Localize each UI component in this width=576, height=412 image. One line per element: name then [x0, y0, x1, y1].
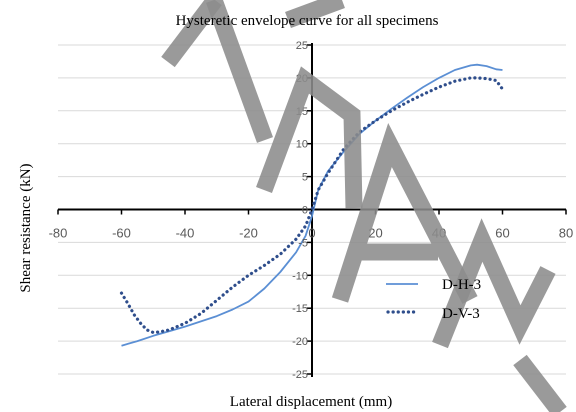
- series-line-d-v-3: [119, 76, 505, 335]
- watermark-letter-a: [331, 122, 478, 304]
- watermark-stroke-a: [161, 0, 222, 68]
- x-axis-title: Lateral displacement (mm): [230, 394, 392, 410]
- x-tick-label: 60: [495, 226, 509, 241]
- y-tick-label: -5: [298, 237, 308, 249]
- x-tick-label: 80: [559, 226, 573, 241]
- y-tick-label: -20: [292, 336, 308, 348]
- watermark: [161, 0, 567, 412]
- watermark-letter-m: [256, 66, 363, 209]
- x-tick-label: 0: [308, 226, 315, 241]
- y-tick-label: 0: [302, 205, 308, 217]
- y-tick-label: -15: [292, 303, 308, 315]
- chart-title: Hysteretic envelope curve for all specim…: [176, 13, 439, 29]
- series-lines: [119, 63, 505, 347]
- watermark-letter-n: [432, 218, 556, 349]
- y-tick-label: 5: [302, 172, 308, 184]
- y-axis-title: Shear resistance (kN): [18, 163, 34, 292]
- x-tick-label: -60: [112, 226, 131, 241]
- watermark-stroke-c: [285, 0, 345, 28]
- x-tick-label: -40: [176, 226, 195, 241]
- legend-label-d-h-3: D-H-3: [442, 277, 481, 293]
- x-tick-label: 20: [368, 226, 382, 241]
- y-tick-label: -25: [292, 369, 308, 381]
- watermark-stroke-b: [206, 0, 273, 143]
- tick-labels: -80 -60 -40 -20 0 20 40 60 80-25-20-15-10-505101…: [49, 40, 574, 381]
- y-tick-label: -10: [292, 270, 308, 282]
- x-tick-label: -80: [49, 226, 68, 241]
- x-tick-label: -20: [239, 226, 258, 241]
- y-tick-label: 10: [296, 139, 308, 151]
- y-tick-label: 25: [296, 40, 308, 52]
- watermark-letter-u: [513, 354, 567, 412]
- legend-label-d-v-3: D-V-3: [442, 306, 480, 322]
- legend: D-H-3 D-V-3: [386, 277, 481, 322]
